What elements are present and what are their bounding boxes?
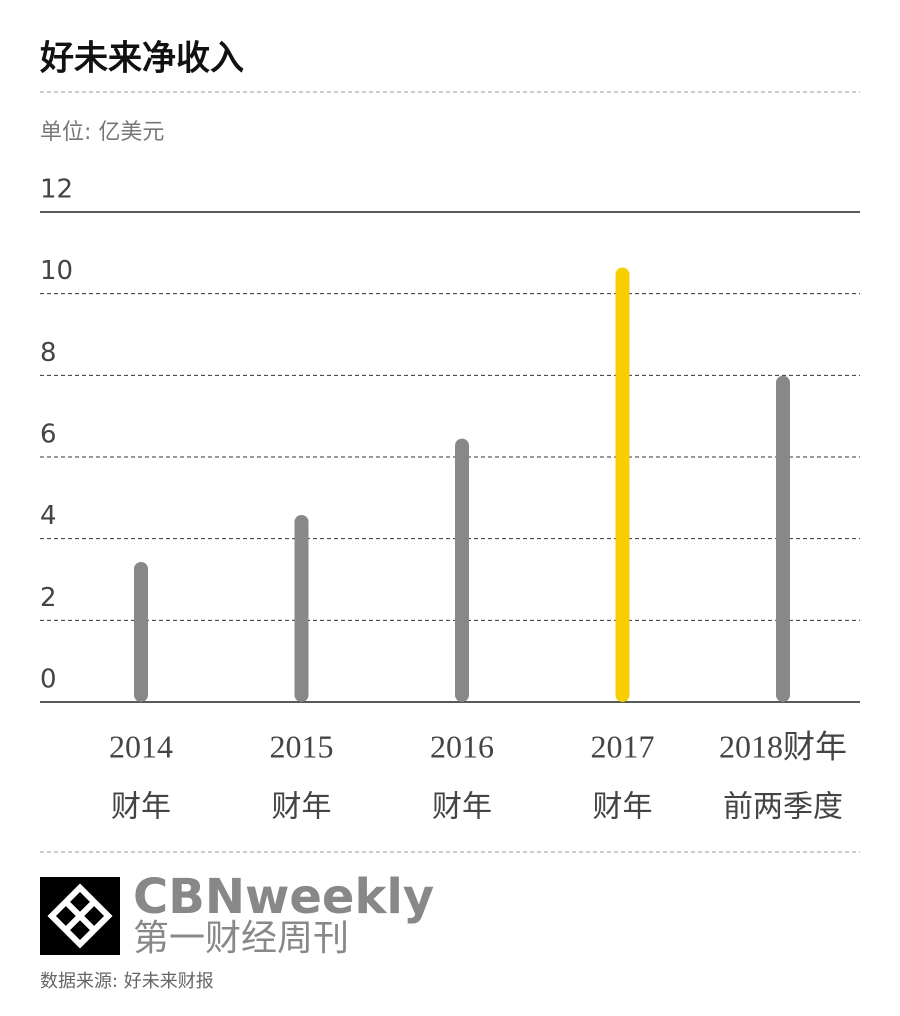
logo-subname: 第一财经周刊 [133, 918, 349, 959]
unit-label: 单位: 亿美元 [40, 120, 164, 145]
y-tick-label: 2 [40, 583, 57, 613]
bar [294, 514, 309, 702]
x-tick-label: 财年 [111, 790, 171, 825]
source: 数据来源: 好未来财报 [40, 971, 214, 992]
y-tick-label: 8 [40, 338, 57, 368]
x-tick-label: 2014 [109, 728, 173, 764]
logo-name: CBNweekly [133, 869, 434, 925]
x-tick-label: 财年 [432, 790, 492, 825]
x-tick-label: 财年 [593, 790, 653, 825]
y-tick-label: 0 [40, 665, 57, 695]
bar [776, 375, 790, 702]
y-tick-label: 4 [40, 501, 57, 531]
x-tick-label: 2018财年 [719, 728, 847, 764]
x-tick-label: 前两季度 [723, 790, 843, 825]
chart-title: 好未来净收入 [39, 39, 244, 79]
x-tick-label: 2016 [430, 728, 494, 764]
x-tick-label: 财年 [272, 790, 332, 825]
x-tick-label: 2015 [270, 728, 334, 764]
bar [134, 561, 148, 702]
y-tick-label: 12 [40, 175, 73, 205]
x-tick-label: 2017 [591, 728, 655, 764]
logo-icon [47, 883, 113, 949]
y-tick-label: 6 [40, 420, 57, 450]
bar [615, 267, 630, 702]
y-tick-label: 10 [40, 256, 73, 286]
bar [455, 438, 469, 702]
